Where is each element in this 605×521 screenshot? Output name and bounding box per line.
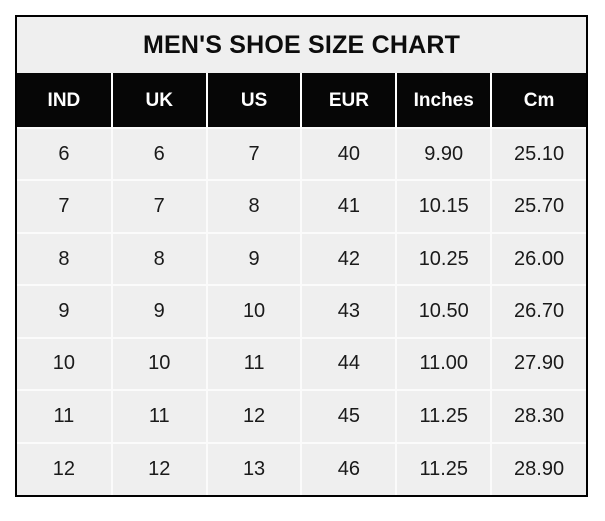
cell-inches: 11.00 [395, 336, 492, 391]
cell-uk: 12 [110, 441, 207, 495]
cell-eur: 42 [300, 231, 397, 286]
table-row: 10 10 11 44 11.00 27.90 [17, 336, 586, 391]
cell-uk: 9 [110, 284, 207, 338]
cell-cm: 25.10 [490, 126, 586, 181]
table-row: 8 8 9 42 10.25 26.00 [17, 231, 586, 286]
size-chart-container: MEN'S SHOE SIZE CHART IND UK US EUR Inch… [15, 15, 588, 497]
column-header-inches: Inches [395, 73, 492, 129]
cell-eur: 41 [300, 179, 397, 233]
column-header-cm: Cm [490, 73, 586, 129]
column-header-ind: IND [17, 73, 112, 129]
cell-uk: 10 [110, 336, 207, 391]
cell-ind: 12 [17, 441, 112, 495]
cell-inches: 10.50 [395, 284, 492, 338]
cell-inches: 10.15 [395, 179, 492, 233]
cell-eur: 45 [300, 389, 397, 443]
cell-uk: 6 [110, 126, 207, 181]
cell-us: 11 [205, 336, 302, 391]
cell-cm: 26.00 [490, 231, 586, 286]
cell-ind: 9 [17, 284, 112, 338]
table-row: 9 9 10 43 10.50 26.70 [17, 284, 586, 338]
shoe-size-table: MEN'S SHOE SIZE CHART IND UK US EUR Inch… [17, 17, 586, 495]
cell-ind: 10 [17, 336, 112, 391]
cell-us: 13 [205, 441, 302, 495]
cell-eur: 46 [300, 441, 397, 495]
cell-cm: 27.90 [490, 336, 586, 391]
cell-cm: 28.30 [490, 389, 586, 443]
cell-ind: 11 [17, 389, 112, 443]
cell-us: 8 [205, 179, 302, 233]
table-header-row: IND UK US EUR Inches Cm [17, 73, 586, 129]
cell-eur: 44 [300, 336, 397, 391]
cell-cm: 25.70 [490, 179, 586, 233]
column-header-eur: EUR [300, 73, 397, 129]
cell-uk: 11 [110, 389, 207, 443]
cell-cm: 28.90 [490, 441, 586, 495]
cell-eur: 40 [300, 126, 397, 181]
cell-uk: 7 [110, 179, 207, 233]
column-header-us: US [205, 73, 302, 129]
cell-uk: 8 [110, 231, 207, 286]
table-title-row: MEN'S SHOE SIZE CHART [17, 17, 586, 74]
cell-ind: 6 [17, 126, 112, 181]
cell-us: 9 [205, 231, 302, 286]
cell-inches: 9.90 [395, 126, 492, 181]
cell-inches: 11.25 [395, 441, 492, 495]
cell-ind: 7 [17, 179, 112, 233]
table-body: MEN'S SHOE SIZE CHART IND UK US EUR Inch… [17, 17, 586, 495]
column-header-uk: UK [110, 73, 207, 129]
chart-title: MEN'S SHOE SIZE CHART [17, 17, 586, 74]
cell-inches: 11.25 [395, 389, 492, 443]
cell-eur: 43 [300, 284, 397, 338]
cell-us: 12 [205, 389, 302, 443]
cell-us: 10 [205, 284, 302, 338]
table-row: 6 6 7 40 9.90 25.10 [17, 126, 586, 181]
cell-inches: 10.25 [395, 231, 492, 286]
table-row: 12 12 13 46 11.25 28.90 [17, 441, 586, 495]
cell-ind: 8 [17, 231, 112, 286]
cell-cm: 26.70 [490, 284, 586, 338]
table-row: 11 11 12 45 11.25 28.30 [17, 389, 586, 443]
cell-us: 7 [205, 126, 302, 181]
table-row: 7 7 8 41 10.15 25.70 [17, 179, 586, 233]
